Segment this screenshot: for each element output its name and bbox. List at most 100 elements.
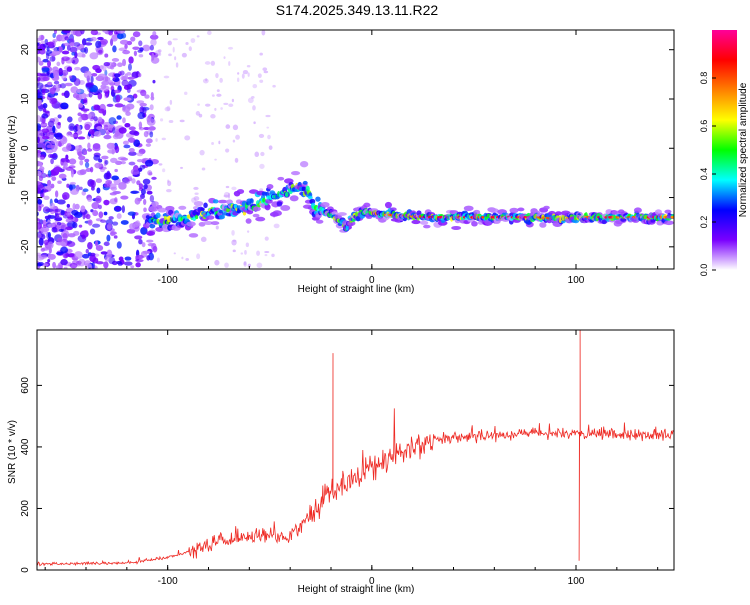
spectrogram-ridge-cell [471, 221, 478, 227]
spectrogram-ridge-cell [151, 201, 159, 207]
spectrogram-noise-blob [47, 232, 52, 239]
spectrogram-noise-blob [225, 124, 231, 129]
spectrogram-noise-blob [127, 137, 136, 143]
spectrogram-noise-blob [37, 262, 43, 267]
spectrogram-noise-blob [95, 40, 102, 49]
spectrogram-ridge-cell [363, 202, 371, 208]
spectrogram-noise-blob [241, 73, 245, 79]
spectrogram-noise-blob [103, 124, 109, 131]
spectrogram-noise-blob [114, 206, 122, 211]
spectrogram-noise-blob [167, 40, 172, 46]
spectrogram-noise-blob [112, 127, 116, 134]
spectrogram-noise-blob [40, 73, 49, 77]
spectrogram-noise-blob [69, 184, 73, 191]
spectrogram-noise-blob [47, 41, 55, 48]
spectrogram-noise-blob [62, 232, 68, 241]
snr-xlabel: Height of straight line (km) [298, 584, 415, 595]
spectrogram-ylabel: Frequency (Hz) [7, 116, 18, 185]
spectrogram-noise-blob [45, 208, 54, 213]
spectrogram-noise-blob [256, 262, 263, 268]
spectrogram-noise-blob [96, 187, 101, 194]
spectrogram-noise-blob [90, 75, 94, 84]
spectrogram-noise-blob [102, 85, 110, 92]
spectrogram-noise-blob [37, 123, 42, 131]
spectrogram-noise-blob [80, 113, 89, 121]
spectrogram-noise-blob [40, 123, 48, 127]
spectrogram-noise-blob [160, 118, 164, 122]
spectrogram-noise-blob [218, 140, 221, 145]
colorbar-label: Normalized spectral amplitude [738, 82, 749, 217]
spectrogram-noise-blob [163, 75, 170, 79]
spectrogram-noise-blob [194, 192, 199, 196]
spectrogram-ridge-cell [489, 208, 499, 214]
spectrogram-noise-blob [79, 169, 87, 175]
spectrogram-noise-blob [61, 192, 70, 200]
spectrogram-noise-blob [47, 241, 54, 249]
spectrogram-noise-blob [101, 155, 109, 160]
spectrogram-ridge-cell [289, 195, 299, 202]
snr-frame [36, 329, 675, 571]
spectrogram-noise-blob [66, 66, 73, 72]
spectrogram-noise-blob [38, 161, 43, 168]
spectrogram-noise-blob [95, 178, 103, 184]
spectrogram-noise-blob [201, 167, 206, 171]
spectrogram-noise-blob [47, 258, 51, 263]
spectrogram-noise-blob [72, 30, 77, 36]
spectrogram-noise-blob [193, 186, 199, 190]
spectrogram-noise-blob [50, 183, 55, 189]
spectrogram-noise-blob [79, 186, 83, 191]
snr-y-ticks: 0 200 400 600 [20, 377, 674, 573]
spectrogram-ridge-cell [186, 221, 196, 227]
colorbar-tick-label: 0.6 [699, 120, 709, 133]
spectrogram-noise-blob [38, 60, 44, 66]
spectrogram-noise-blob [87, 219, 93, 226]
spectrogram-noise-blob [42, 103, 48, 109]
spectrogram-noise-blob [77, 112, 82, 117]
snr-x-tick-label: -100 [158, 576, 178, 587]
spectrogram-noise-blob [37, 205, 40, 212]
spectrogram-noise-blob [93, 104, 101, 111]
spectrogram-ridge-cell [411, 219, 421, 225]
spectrogram-noise-blob [91, 261, 95, 269]
spectrogram-noise-blob [59, 34, 67, 42]
spectrogram-noise-blob [37, 98, 42, 107]
spectrogram-noise-blob [174, 56, 177, 61]
spectrogram-noise-blob [137, 111, 146, 120]
spectrogram-noise-blob [61, 241, 67, 247]
spectrogram-noise-blob [95, 195, 102, 204]
spectrogram-noise-blob [253, 121, 256, 125]
spectrogram-noise-blob [60, 246, 69, 254]
spectrogram-ridge-cell [555, 211, 562, 216]
spectrogram-noise-blob [98, 108, 105, 114]
spectrogram-noise-blob [167, 179, 170, 183]
spectrogram-noise-blob [47, 215, 57, 219]
spectrogram-noise-blob [78, 103, 84, 108]
spectrogram-noise-blob [38, 137, 45, 144]
spectrogram-noise-blob [158, 52, 162, 56]
spectrogram-ridge-cell [601, 219, 607, 225]
spectrogram-noise-blob [87, 148, 93, 152]
spectrogram-ridge-cell [203, 220, 213, 226]
spectrogram-noise-blob [64, 82, 73, 87]
spectrogram-noise-blob [223, 102, 229, 106]
spectrogram-ridge-cell [178, 205, 187, 210]
spectrogram-noise-blob [56, 61, 61, 67]
spectrogram-noise-blob [142, 250, 151, 255]
spectrogram-ridge-cell [302, 180, 308, 185]
spectrogram-noise-blob [272, 84, 276, 88]
spectrogram-noise-blob [71, 209, 79, 216]
spectrogram-noise-blob [132, 46, 140, 50]
spectrogram-noise-blob [74, 251, 83, 259]
spectrogram-noise-blob [54, 198, 59, 204]
spectrogram-noise-blob [101, 80, 110, 86]
spectrogram-noise-blob [124, 256, 132, 261]
spectrogram-noise-blob [259, 163, 265, 169]
spectrogram-ridge-cell [245, 218, 252, 224]
spectrogram-noise-blob [54, 132, 63, 140]
spectrogram-noise-blob [58, 228, 64, 232]
spectrogram-noise-blob [52, 125, 56, 134]
spectrogram-noise-blob [263, 70, 269, 74]
colorbar-tick-label: 0.0 [699, 264, 709, 277]
spectrogram-noise-blob [60, 102, 69, 110]
spectrogram-noise-blob [43, 195, 50, 201]
